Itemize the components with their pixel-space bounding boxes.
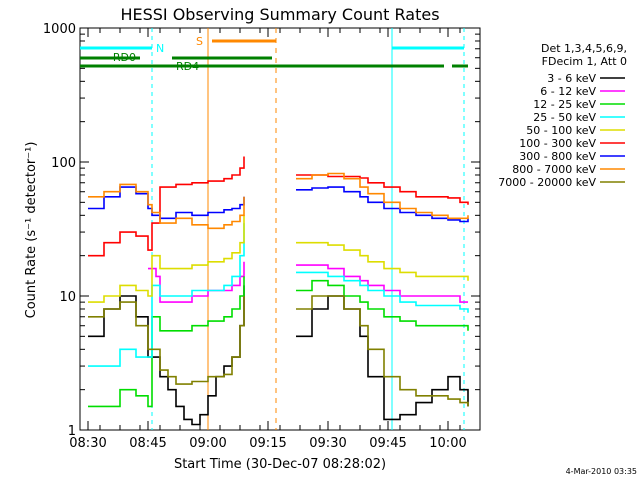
night-label: N bbox=[156, 42, 164, 55]
legend-header-line-2: FDecim 1, Att 0 bbox=[542, 55, 627, 68]
series-line-1 bbox=[148, 261, 468, 303]
y-tick-label: 10 bbox=[59, 290, 76, 305]
legend-label: 300 - 800 keV bbox=[519, 150, 596, 163]
series-line-2 bbox=[88, 276, 469, 408]
legend-label: 12 - 25 keV bbox=[533, 98, 596, 111]
x-tick-label: 10:00 bbox=[429, 436, 466, 451]
series-line-8 bbox=[88, 295, 469, 407]
series-line-5 bbox=[88, 156, 469, 257]
x-tick-label: 08:45 bbox=[129, 436, 166, 451]
legend-label: 6 - 12 keV bbox=[540, 85, 596, 98]
legend-label: 800 - 7000 keV bbox=[512, 163, 596, 176]
saa-label: S bbox=[196, 35, 203, 48]
timestamp: 4-Mar-2010 03:35 bbox=[566, 467, 637, 476]
y-axis-label: Count Rate (s⁻¹ detector⁻¹) bbox=[24, 142, 39, 319]
series-line-3 bbox=[88, 223, 469, 367]
series-line-0 bbox=[88, 285, 469, 426]
plot-frame bbox=[79, 27, 481, 431]
x-tick-label: 09:15 bbox=[249, 436, 286, 451]
plot-area: 1 10 100 1000 08:30 08:45 09:00 09:15 09:30 09:45… bbox=[43, 22, 625, 451]
y-tick-label: 1000 bbox=[43, 22, 76, 37]
x-tick-label: 09:00 bbox=[189, 436, 226, 451]
rd4-label: RD4 bbox=[176, 60, 199, 73]
y-tick-label: 100 bbox=[51, 156, 76, 171]
chart-title: HESSI Observing Summary Count Rates bbox=[120, 5, 439, 24]
legend-header-line-1: Det 1,3,4,5,6,9, bbox=[541, 42, 627, 55]
legend-label: 25 - 50 keV bbox=[533, 111, 596, 124]
x-tick-label: 08:30 bbox=[69, 436, 106, 451]
y-tick-label: 1 bbox=[68, 424, 76, 439]
legend-label: 100 - 300 keV bbox=[519, 137, 596, 150]
legend-label: 50 - 100 keV bbox=[526, 124, 596, 137]
x-tick-label: 09:30 bbox=[309, 436, 346, 451]
legend-label: 3 - 6 keV bbox=[547, 72, 596, 85]
x-axis-label: Start Time (30-Dec-07 08:28:02) bbox=[174, 457, 386, 472]
series-line-7 bbox=[88, 172, 469, 230]
x-tick-label: 09:45 bbox=[369, 436, 406, 451]
legend-label: 7000 - 20000 keV bbox=[498, 176, 596, 189]
rd0-label: RD0 bbox=[113, 51, 136, 64]
series-line-4 bbox=[88, 215, 469, 303]
